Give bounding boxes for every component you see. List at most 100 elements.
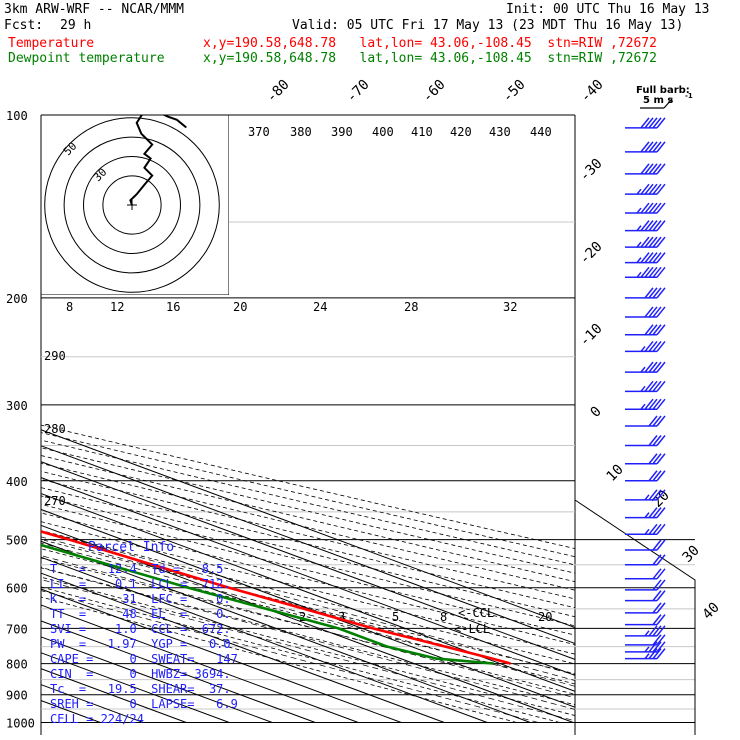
wind-barb-half-flag [644,528,650,535]
wind-barb-flag [652,489,662,501]
lcl-marker: <-LCL [454,622,490,636]
pressure-label-600: 600 [6,582,28,596]
isotherm-label: 40 [700,600,723,623]
wind-barb-flag [648,507,658,519]
wind-barb [625,340,666,353]
wind-barb [625,361,666,373]
wind-barb-flag [652,590,662,602]
wind-barb-flag [648,453,658,465]
wind-barb-flag [644,398,654,410]
valid-time: Valid: 05 UTC Fri 17 May 13 (23 MDT Thu … [292,18,684,33]
wind-barb-flag [640,266,650,278]
wind-barb [625,398,666,410]
theta-label: 390 [331,125,353,139]
temperature-profile [41,530,511,665]
mixing-ratio-label: 8 [66,300,73,314]
wind-barb-flag [656,361,666,373]
wind-barb [625,163,666,175]
mixing-ratio-label: 32 [503,300,517,314]
mixing-ratio-label: 2 [299,610,306,624]
parcel-info-row: TT = 48 EL = 0. [50,607,231,621]
isotherm [41,524,574,723]
mixing-ratio-label: 8 [440,610,447,624]
wind-barb-flag [656,287,666,299]
wind-barb-flag [656,266,666,278]
dry-adiabat [41,503,575,636]
wind-barb-flag [644,361,654,373]
barb-legend-line1: Full barb: [636,85,690,96]
wind-barb [625,523,666,536]
dry-adiabat [41,596,517,723]
wind-barb-flag [652,415,662,427]
wind-barb-flag [648,202,658,214]
wind-barb-flag [652,236,662,248]
wind-barb-flag [648,470,658,482]
wind-barb-flag [656,141,666,153]
wind-barb-flag [652,579,662,591]
wind-barb-flag [652,117,662,129]
wind-barb [625,507,666,519]
wind-barb-flag [656,507,666,519]
wind-barb [625,648,666,660]
init-time: Init: 00 UTC Thu 16 May 13 [506,2,710,17]
wind-barb-flag [648,266,658,278]
wind-barb-flag [652,539,662,551]
wind-barb-flag [656,453,666,465]
isotherm-label: -10 [577,321,606,350]
wind-barb-flag [648,236,658,248]
dry-adiabat [41,530,575,665]
dry-adiabat [41,548,575,685]
wind-barb-flag [652,648,662,660]
theta-label: 400 [372,125,394,139]
wind-barb-flag [656,415,666,427]
wind-barb-flag [648,435,658,446]
wind-barb-flag [652,163,662,175]
wind-barb [625,380,666,393]
wind-barb [625,252,666,264]
wind-barb [625,568,666,580]
wind-barb-flag [648,306,658,318]
wind-barb-flag [648,398,658,410]
temperature-legend-info: x,y=190.58,648.78 lat,lon= 43.06,-108.45… [203,36,657,51]
wind-barb-flag [648,287,658,299]
wind-barb-flag [652,398,662,410]
wind-barb-flag [656,163,666,175]
wind-barb-half-flag [644,494,650,501]
wind-barb-half-flag [640,403,646,410]
wind-barb-flag [652,324,662,336]
isotherm [41,445,575,645]
wind-barb-flag [652,641,662,653]
wind-barb [625,415,666,427]
wind-barb-flag [656,252,666,264]
wind-barb-flag [644,252,654,264]
wind-barb-half-flag [636,241,642,248]
ccl-marker: <-CCL [458,606,494,620]
wind-barb-flag [652,306,662,318]
pressure-label-900: 900 [6,689,28,703]
dry-adiabat [41,495,575,627]
barb-legend-flag [663,98,673,109]
wind-barb-half-flag [644,512,650,519]
wind-barb-flag [644,202,654,214]
wind-barb-flag [644,236,654,248]
barb-legend-line2: 5 m s [643,95,673,106]
wind-barb-flag [644,220,654,232]
theta-label: 380 [290,125,312,139]
isotherm [41,604,359,723]
wind-barb-flag [652,634,662,646]
wind-barb-flag [656,634,666,646]
wind-barb-flag [648,183,658,195]
wind-barb-flag [656,602,666,614]
wind-barb [625,287,666,299]
isotherm-label: -50 [500,77,529,106]
fcst-label: Fcst: [4,18,44,33]
wind-barb-flag [648,648,658,660]
moist-adiabat [41,542,575,687]
mixing-ratio-label: 16 [166,300,180,314]
pressure-label-500: 500 [6,534,28,548]
wind-barb-flag [652,266,662,278]
wind-barb-flag [656,398,666,410]
wind-barb-half-flag [636,207,642,214]
wind-barb-half-flag [644,653,650,660]
wind-barb-flag [644,306,654,318]
